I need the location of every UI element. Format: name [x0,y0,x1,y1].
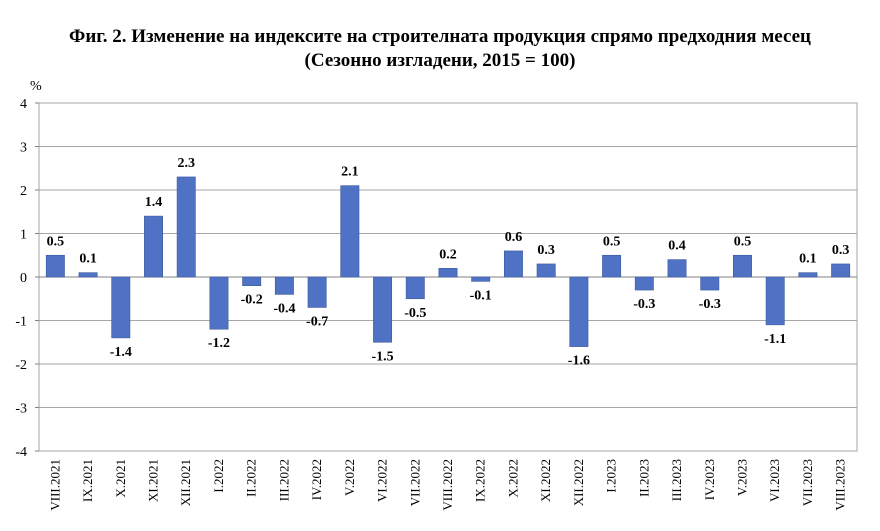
bar [634,276,654,291]
data-label: -0.7 [306,314,328,329]
data-label: 0.6 [505,230,523,245]
bar [209,276,229,330]
x-tick-label: VII.2022 [407,459,422,506]
data-label: -1.5 [371,349,393,364]
x-tick-label: II.2022 [244,459,259,497]
bar [503,250,523,278]
y-tick-label: -3 [15,402,27,417]
bar [569,276,589,347]
data-label: -0.2 [241,293,263,308]
bar [45,254,65,278]
data-label: 0.3 [832,243,850,258]
bar [798,272,818,278]
x-tick-label: IX.2022 [473,459,488,502]
bar [111,276,131,339]
bar [405,276,425,300]
data-label: -1.4 [110,345,132,360]
x-tick-label: I.2023 [604,459,619,493]
data-label: 1.4 [145,195,163,210]
x-tick-label: V.2022 [342,459,357,496]
bar [602,254,622,278]
x-tick-label: I.2022 [211,459,226,493]
bars [45,176,851,347]
bar [242,276,262,286]
bar [536,263,556,278]
x-tick-label: X.2021 [113,459,128,498]
bar [144,215,163,278]
bar [700,276,720,291]
x-tick-label: VIII.2023 [833,459,848,511]
bar [438,267,458,278]
x-tick-label: X.2022 [505,459,520,498]
data-label: -0.4 [273,301,295,316]
data-label: -1.2 [208,336,230,351]
data-label: 0.3 [537,243,555,258]
bar [340,185,360,278]
data-label: 0.5 [603,234,621,249]
data-label: 0.1 [79,252,97,267]
data-label: 0.5 [734,234,752,249]
x-tick-label: XI.2022 [538,459,553,502]
data-label: 0.5 [47,234,65,249]
y-tick-label: -4 [15,445,27,460]
bar [831,263,851,278]
bar [373,276,393,343]
data-label: 2.3 [177,156,195,171]
data-label: -0.1 [470,288,492,303]
x-tick-label: V.2023 [734,459,749,496]
y-tick-label: 2 [20,184,27,199]
y-tick-label: 0 [20,271,27,286]
bar [667,259,687,278]
y-tick-label: 3 [20,141,27,156]
bar [78,272,98,278]
y-axis-label: % [30,79,42,94]
data-label: -0.3 [633,297,655,312]
x-tick-label: IX.2021 [80,459,95,502]
data-label: -0.3 [699,297,721,312]
y-tick-label: -2 [15,358,27,373]
y-tick-label: 4 [20,97,27,112]
bar [274,276,294,295]
bar [307,276,327,308]
data-label: -1.1 [764,332,786,347]
bar [765,276,785,326]
x-tick-label: VII.2023 [800,459,815,506]
bar [733,254,752,278]
x-tick-label: XI.2021 [146,459,161,502]
y-tick-label: -1 [15,315,27,330]
y-axis-ticks: 4 3 2 1 0 -1 -2 -3 -4 [15,97,27,460]
x-tick-label: II.2023 [636,459,651,497]
x-tick-label: XII.2022 [571,459,586,506]
x-tick-label: VIII.2021 [47,459,62,511]
x-tick-label: VI.2023 [767,459,782,502]
bar [176,176,196,278]
data-label: 0.4 [668,239,686,254]
x-tick-label: VI.2022 [375,459,390,502]
data-label: 0.1 [799,252,817,267]
chart-title: Фиг. 2. Изменение на индексите на строит… [69,26,811,47]
data-label: 0.2 [439,247,457,262]
data-label: -0.5 [404,306,426,321]
x-axis-labels: VIII.2021 IX.2021 X.2021 XI.2021 XII.2021 I.2… [47,459,847,511]
x-tick-label: III.2022 [276,459,291,501]
x-tick-label: VIII.2022 [440,459,455,511]
x-tick-label: IV.2023 [702,459,717,500]
x-tick-label: IV.2022 [309,459,324,500]
data-label: 2.1 [341,165,359,180]
y-tick-label: 1 [20,228,27,243]
x-tick-label: III.2023 [669,459,684,501]
bar [471,276,491,282]
x-tick-label: XII.2021 [178,459,193,506]
data-label: -1.6 [568,354,590,369]
chart-subtitle: (Сезонно изгладени, 2015 = 100) [304,50,576,71]
data-labels: 0.5 0.1 -1.4 1.4 2.3 -1.2 -0.2 -0.4 -0.7 2.1 -1.5 -… [47,156,850,369]
